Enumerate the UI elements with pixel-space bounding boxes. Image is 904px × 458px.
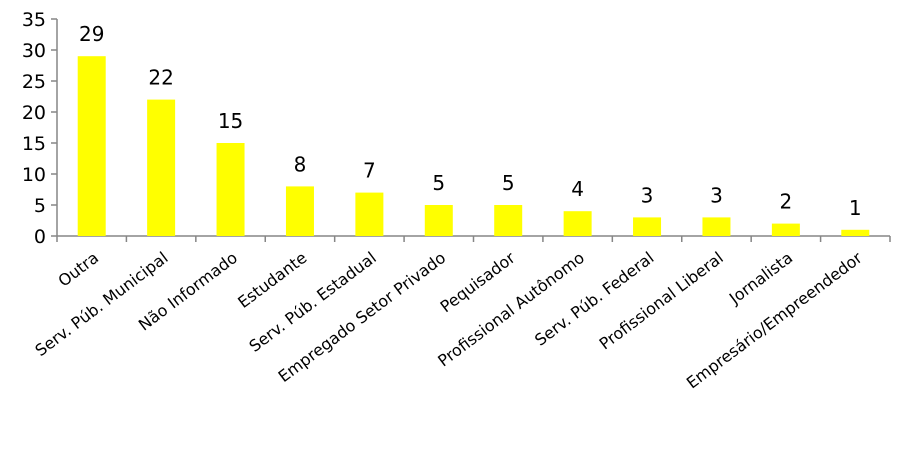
bar — [285, 186, 314, 236]
data-label: 29 — [79, 22, 104, 46]
category-label: Outra — [54, 248, 102, 290]
category-label: Serv. Púb. Municipal — [32, 248, 172, 360]
bar — [702, 217, 731, 236]
data-label: 4 — [571, 177, 584, 201]
data-label: 15 — [218, 109, 243, 133]
bar — [77, 56, 106, 237]
y-tick-label: 20 — [22, 102, 46, 124]
y-tick-label: 5 — [34, 195, 46, 217]
data-label: 3 — [710, 183, 723, 207]
bar — [494, 205, 523, 236]
y-tick-label: 0 — [34, 226, 46, 248]
y-tick-label: 10 — [22, 164, 46, 186]
y-tick-label: 35 — [22, 9, 46, 31]
bar — [424, 205, 453, 236]
category-label: Serv. Púb. Estadual — [245, 248, 379, 356]
data-label: 3 — [641, 183, 654, 207]
bar — [633, 217, 662, 236]
y-tick-label: 25 — [22, 71, 46, 93]
category-label: Serv. Púb. Federal — [531, 248, 657, 350]
bars — [77, 56, 870, 237]
data-label: 5 — [502, 171, 515, 195]
y-tick-label: 15 — [22, 133, 46, 155]
data-label: 1 — [849, 196, 862, 220]
y-axis: 0 5 10 15 20 25 30 35 — [22, 9, 58, 248]
bar — [355, 192, 384, 236]
bar — [147, 99, 176, 236]
data-labels: 29 22 15 8 7 5 5 4 3 3 2 1 — [79, 22, 862, 220]
x-axis — [56, 235, 891, 242]
bar — [771, 223, 800, 236]
bar — [841, 229, 870, 236]
data-label: 5 — [432, 171, 445, 195]
y-tick-label: 30 — [22, 40, 46, 62]
bar — [563, 211, 592, 236]
data-label: 2 — [780, 190, 793, 214]
data-label: 22 — [148, 66, 173, 90]
data-label: 8 — [294, 152, 307, 176]
bar — [216, 143, 245, 236]
data-label: 7 — [363, 159, 376, 183]
category-label: Profissional Liberal — [596, 248, 727, 353]
